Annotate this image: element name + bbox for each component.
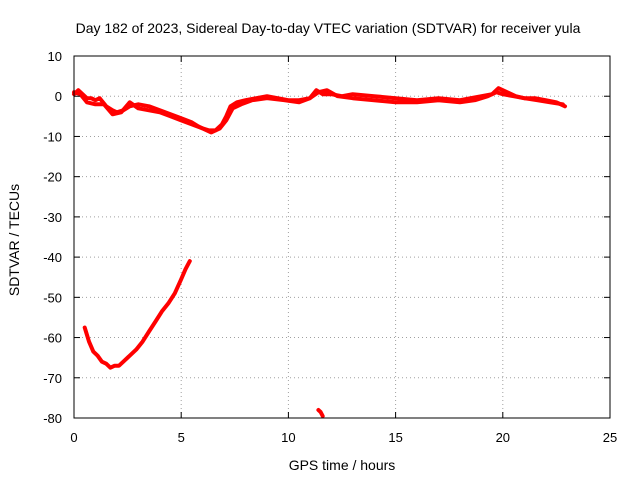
y-tick-label: 10 xyxy=(48,49,62,64)
series-main-band xyxy=(72,88,565,135)
x-tick-label: 15 xyxy=(388,430,402,445)
y-tick-label: -40 xyxy=(43,250,62,265)
y-tick-label: -50 xyxy=(43,290,62,305)
x-axis-title: GPS time / hours xyxy=(289,457,396,473)
chart-title: Day 182 of 2023, Sidereal Day-to-day VTE… xyxy=(76,20,581,36)
y-tick-label: -60 xyxy=(43,331,62,346)
y-axis-title: SDTVAR / TECUs xyxy=(6,184,22,296)
y-tick-label: 0 xyxy=(55,89,62,104)
series-layer xyxy=(72,86,567,418)
y-tick-label: -80 xyxy=(43,411,62,426)
x-tick-label: 20 xyxy=(496,430,510,445)
x-tick-label: 10 xyxy=(281,430,295,445)
grid xyxy=(74,56,610,418)
y-tick-label: -20 xyxy=(43,170,62,185)
series-outlier xyxy=(316,408,325,418)
x-tick-label: 5 xyxy=(178,430,185,445)
y-tick-label: -10 xyxy=(43,129,62,144)
plot-frame xyxy=(73,55,611,419)
axis-ticks xyxy=(73,55,611,419)
y-tick-label: -70 xyxy=(43,371,62,386)
y-tick-label: -30 xyxy=(43,210,62,225)
x-tick-label: 0 xyxy=(70,430,77,445)
x-tick-label: 25 xyxy=(603,430,617,445)
series-low-arc xyxy=(82,259,192,370)
tick-labels: 0 5 10 15 20 25 10 0 -10 -20 -30 -40 -50 -60 -70 -80 xyxy=(43,49,617,445)
